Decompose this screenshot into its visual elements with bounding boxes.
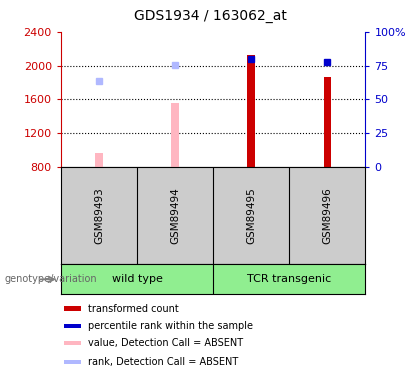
Text: TCR transgenic: TCR transgenic [247, 274, 331, 284]
Text: rank, Detection Call = ABSENT: rank, Detection Call = ABSENT [88, 357, 239, 367]
Bar [64, 360, 81, 364]
Bar [247, 56, 255, 167]
Bar [95, 153, 103, 167]
Bar [64, 341, 81, 345]
Bar [64, 306, 81, 311]
Text: genotype/variation: genotype/variation [4, 274, 97, 284]
Bar [171, 103, 179, 167]
Text: wild type: wild type [112, 274, 163, 284]
Text: GSM89493: GSM89493 [94, 187, 104, 244]
Text: GSM89494: GSM89494 [170, 187, 180, 244]
Text: GSM89496: GSM89496 [322, 187, 332, 244]
Text: GDS1934 / 163062_at: GDS1934 / 163062_at [134, 9, 286, 23]
Text: value, Detection Call = ABSENT: value, Detection Call = ABSENT [88, 338, 244, 348]
Bar [64, 324, 81, 328]
Text: percentile rank within the sample: percentile rank within the sample [88, 321, 253, 331]
Text: transformed count: transformed count [88, 303, 179, 313]
Bar [323, 76, 331, 167]
Text: GSM89495: GSM89495 [246, 187, 256, 244]
